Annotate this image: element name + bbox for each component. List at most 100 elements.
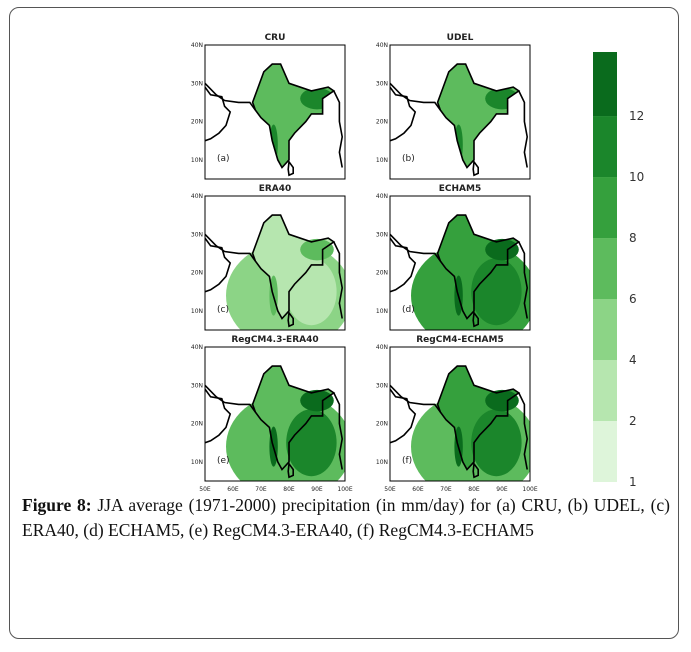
coastline (390, 86, 417, 142)
coastline (287, 159, 295, 177)
panel-letter: (d) (402, 305, 415, 315)
rain-field (300, 389, 334, 412)
lat-label: 10N (191, 308, 203, 315)
coastline (518, 90, 529, 168)
lat-label: 20N (191, 421, 203, 428)
figure: CRU(a)40N30N20N10NUDEL(b)40N30N20N10NERA… (191, 33, 644, 493)
coastline (333, 392, 344, 470)
coastline (472, 310, 480, 328)
coastline (333, 241, 344, 319)
lat-label: 20N (376, 270, 388, 277)
lat-label: 20N (376, 421, 388, 428)
colorbar-label: 4 (629, 353, 637, 367)
panel-letter: (c) (217, 305, 229, 315)
coastline (251, 214, 336, 320)
map-border (389, 346, 531, 482)
panel-letter: (e) (217, 456, 230, 466)
map-panel: UDEL (b) 40N 30N 20N 10N (376, 33, 531, 180)
map-panel: ECHAM5 (d) 40N 30N 20N 10N (376, 184, 531, 331)
panel-title: RegCM4-ECHAM5 (416, 335, 504, 345)
figure-frame (9, 7, 679, 639)
coastline (518, 392, 529, 470)
map-border (389, 44, 531, 180)
lat-label: 40N (191, 344, 203, 351)
lat-label: 40N (376, 193, 388, 200)
caption-text: JJA average (1971-2000) precipitation (i… (22, 495, 670, 540)
lat-label: 20N (376, 119, 388, 126)
colorbar-label: 6 (629, 292, 637, 306)
coastline (287, 461, 295, 479)
rain-field (485, 238, 519, 261)
coastline (205, 237, 232, 293)
lat-label: 40N (191, 193, 203, 200)
coastline (251, 365, 336, 471)
rain-field (286, 258, 337, 326)
lat-label: 40N (191, 42, 203, 49)
coastline (436, 214, 521, 320)
panel-title: RegCM4.3-ERA40 (231, 335, 318, 345)
lon-label: 70E (255, 486, 267, 493)
lat-label: 10N (376, 157, 388, 164)
coastline (390, 384, 442, 413)
coastline (205, 384, 257, 413)
panel-letter: (b) (402, 154, 415, 164)
colorbar-swatch (593, 421, 617, 482)
lon-label: 100E (522, 486, 537, 493)
colorbar-swatch (593, 238, 617, 300)
colorbar-swatch (593, 116, 617, 178)
coastline (390, 82, 442, 111)
lat-label: 10N (191, 157, 203, 164)
coastline (390, 237, 417, 293)
lat-label: 40N (376, 344, 388, 351)
lat-label: 10N (376, 459, 388, 466)
lon-label: 90E (496, 486, 508, 493)
map-panel: RegCM4-ECHAM5 (f) 40N 30N 20N 10N 50E 60E 70E 80E… (376, 335, 538, 493)
coastline (436, 63, 521, 169)
map-border (204, 44, 346, 180)
colorbar-label: 8 (629, 231, 637, 245)
lon-label: 80E (283, 486, 295, 493)
panel-letter: (a) (217, 154, 230, 164)
lon-label: 60E (412, 486, 424, 493)
rain-field (471, 258, 522, 326)
coastline (390, 388, 417, 444)
lat-label: 20N (191, 270, 203, 277)
caption-label: Figure 8: (22, 495, 92, 515)
lon-label: 90E (311, 486, 323, 493)
lat-label: 40N (376, 42, 388, 49)
colorbar-label: 1 (629, 475, 637, 489)
panel-title: ECHAM5 (439, 184, 481, 194)
lat-label: 30N (376, 80, 388, 87)
lat-label: 20N (191, 119, 203, 126)
colorbar-swatch (593, 177, 617, 239)
map-border (389, 195, 531, 331)
lat-label: 30N (376, 231, 388, 238)
lon-label: 60E (227, 486, 239, 493)
panel-letter: (f) (402, 456, 412, 466)
lat-label: 30N (376, 382, 388, 389)
coastline (472, 159, 480, 177)
lon-label: 70E (440, 486, 452, 493)
map-panel: ERA40 (c) 40N 30N 20N 10N (191, 184, 346, 331)
lat-label: 30N (191, 231, 203, 238)
lon-label: 50E (384, 486, 396, 493)
lon-label: 100E (337, 486, 352, 493)
shading (411, 366, 530, 481)
coastline (205, 233, 257, 262)
coastline (205, 82, 257, 111)
map-border (204, 195, 346, 331)
rain-field (286, 409, 337, 477)
lat-label: 30N (191, 382, 203, 389)
coastline (436, 365, 521, 471)
colorbar-label: 2 (629, 414, 637, 428)
map-border (204, 346, 346, 482)
coastline (251, 63, 336, 169)
rain-field (471, 409, 522, 477)
coastline (205, 388, 232, 444)
colorbar-swatch (593, 299, 617, 361)
lat-label: 10N (376, 308, 388, 315)
lon-label: 80E (468, 486, 480, 493)
coastline (205, 86, 232, 142)
lat-label: 10N (191, 459, 203, 466)
